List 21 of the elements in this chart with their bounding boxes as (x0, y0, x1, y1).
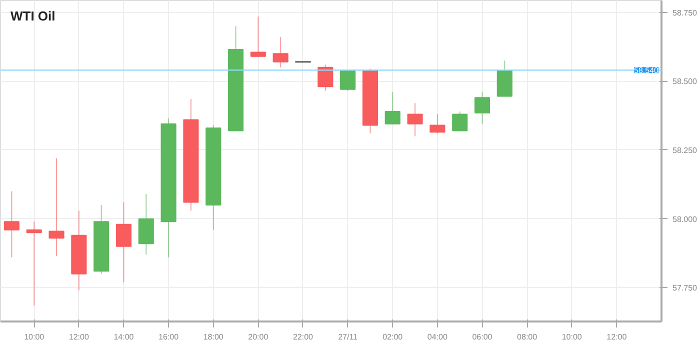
x-tick-label: 04:00 (427, 332, 448, 342)
y-tick-label: 58.750 (672, 8, 698, 18)
x-tick-label: 06:00 (472, 332, 493, 342)
text: WTI Oil (10, 8, 56, 24)
x-tick-label: 14:00 (114, 332, 134, 342)
x-tick-label: 10:00 (562, 332, 582, 342)
x-tick-label: 16:00 (158, 332, 180, 342)
ref-line-label: 58.540 (634, 66, 660, 76)
y-tick-label: 58.250 (672, 146, 698, 155)
x-tick-label: 12:00 (606, 332, 628, 342)
x-tick-label: 20:00 (248, 332, 269, 342)
x-tick-label: 22:00 (292, 332, 314, 342)
x-tick-label: 08:00 (517, 332, 538, 342)
y-tick-label: 58.000 (672, 214, 698, 224)
x-tick-label: 10:00 (24, 332, 45, 342)
x-tick-label: 02:00 (382, 332, 404, 342)
x-tick-label: 27/11 (338, 332, 358, 342)
x-tick-label: 18:00 (203, 332, 224, 342)
x-tick-label: 12:00 (68, 332, 90, 342)
y-tick-label: 58.500 (672, 77, 698, 86)
y-tick-label: 57.750 (672, 284, 698, 293)
